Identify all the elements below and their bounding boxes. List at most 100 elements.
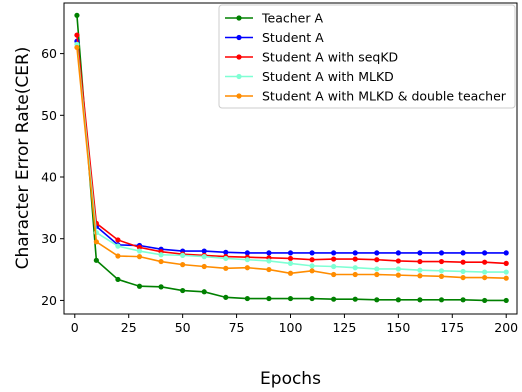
data-point bbox=[482, 259, 488, 265]
data-point bbox=[244, 257, 250, 263]
series-4 bbox=[74, 41, 509, 275]
data-point bbox=[460, 250, 466, 256]
legend-item: Student A bbox=[225, 30, 324, 45]
data-point bbox=[309, 257, 315, 263]
y-axis-ticks: 20 30 40 50 60 bbox=[41, 46, 64, 308]
data-point bbox=[460, 259, 466, 265]
legend-label: Student A with seqKD bbox=[262, 50, 398, 65]
x-tick-label: 125 bbox=[332, 320, 356, 335]
y-tick-label: 60 bbox=[41, 46, 57, 61]
data-point bbox=[395, 272, 401, 278]
data-point bbox=[438, 297, 445, 303]
data-point bbox=[331, 256, 337, 262]
y-axis-label: Character Error Rate(CER) bbox=[13, 47, 33, 270]
data-point bbox=[395, 266, 401, 272]
data-point bbox=[460, 297, 466, 303]
data-point bbox=[460, 268, 466, 275]
y-tick-label: 50 bbox=[41, 108, 57, 123]
data-point bbox=[374, 297, 380, 303]
data-point bbox=[223, 249, 229, 255]
data-point bbox=[503, 269, 509, 275]
data-point bbox=[309, 263, 315, 269]
legend: Teacher A Student A Student A with seqKD St… bbox=[218, 4, 516, 109]
data-point bbox=[482, 269, 488, 275]
data-point bbox=[438, 273, 445, 279]
x-tick-label: 75 bbox=[229, 320, 245, 335]
x-tick-label: 0 bbox=[71, 320, 79, 335]
data-point bbox=[223, 294, 229, 300]
data-point bbox=[158, 252, 164, 258]
series-5 bbox=[74, 44, 509, 281]
data-point bbox=[287, 260, 294, 267]
legend-swatch-marker bbox=[236, 54, 242, 60]
x-tick-label: 100 bbox=[279, 320, 303, 335]
data-point bbox=[287, 270, 294, 276]
data-point bbox=[266, 295, 272, 302]
legend-box bbox=[218, 4, 516, 109]
data-point bbox=[331, 250, 337, 256]
data-point bbox=[374, 257, 380, 263]
data-point bbox=[136, 248, 143, 254]
legend-swatch-marker bbox=[236, 34, 242, 41]
data-point bbox=[352, 256, 358, 262]
data-point bbox=[201, 289, 207, 295]
data-point bbox=[331, 271, 337, 278]
data-point bbox=[374, 266, 380, 272]
data-point bbox=[352, 296, 358, 302]
data-point bbox=[180, 262, 186, 268]
data-point bbox=[180, 287, 186, 294]
data-point bbox=[93, 257, 99, 263]
data-point bbox=[115, 276, 121, 283]
legend-swatch-marker bbox=[236, 73, 242, 80]
data-point bbox=[223, 255, 229, 262]
data-point bbox=[482, 274, 488, 281]
data-point bbox=[74, 32, 80, 38]
data-point bbox=[438, 268, 445, 274]
data-point bbox=[74, 12, 80, 18]
data-point bbox=[136, 283, 143, 289]
x-axis-ticks: 0 25 50 75 100 125 150 175 200 bbox=[71, 314, 518, 335]
x-tick-label: 175 bbox=[440, 320, 464, 335]
data-point bbox=[417, 297, 423, 303]
data-point bbox=[460, 274, 466, 281]
legend-swatch-marker bbox=[236, 93, 242, 99]
data-point bbox=[417, 258, 423, 265]
x-tick-label: 50 bbox=[175, 320, 191, 335]
data-point bbox=[244, 295, 250, 302]
data-point bbox=[201, 263, 207, 270]
legend-item: Student A with MLKD bbox=[225, 69, 394, 84]
data-point bbox=[352, 271, 358, 278]
data-point bbox=[482, 297, 488, 304]
data-point bbox=[309, 268, 315, 274]
data-point bbox=[395, 258, 401, 264]
data-point bbox=[201, 248, 207, 254]
data-point bbox=[287, 250, 294, 256]
data-point bbox=[201, 254, 207, 260]
data-point bbox=[395, 250, 401, 256]
data-point bbox=[309, 295, 315, 302]
data-point bbox=[374, 250, 380, 256]
data-point bbox=[158, 258, 164, 265]
legend-item: Student A with seqKD bbox=[225, 50, 398, 65]
data-point bbox=[503, 260, 509, 267]
data-point bbox=[287, 255, 294, 262]
data-point bbox=[395, 297, 401, 303]
y-tick-label: 30 bbox=[41, 231, 57, 246]
x-axis-label: Epochs bbox=[260, 369, 321, 389]
data-point bbox=[352, 250, 358, 256]
x-tick-label: 150 bbox=[386, 320, 410, 335]
data-point bbox=[266, 266, 272, 273]
data-point bbox=[223, 265, 229, 271]
data-point bbox=[180, 252, 186, 258]
data-point bbox=[115, 243, 121, 249]
data-point bbox=[309, 250, 315, 256]
y-tick-label: 40 bbox=[41, 170, 57, 185]
legend-item: Student A with MLKD & double teacher bbox=[225, 89, 507, 104]
legend-swatch-marker bbox=[236, 15, 242, 21]
series-layer bbox=[74, 12, 509, 304]
data-point bbox=[503, 275, 509, 281]
legend-label: Student A bbox=[262, 30, 324, 45]
data-point bbox=[482, 250, 488, 256]
x-tick-label: 200 bbox=[494, 320, 518, 335]
data-point bbox=[503, 250, 509, 256]
